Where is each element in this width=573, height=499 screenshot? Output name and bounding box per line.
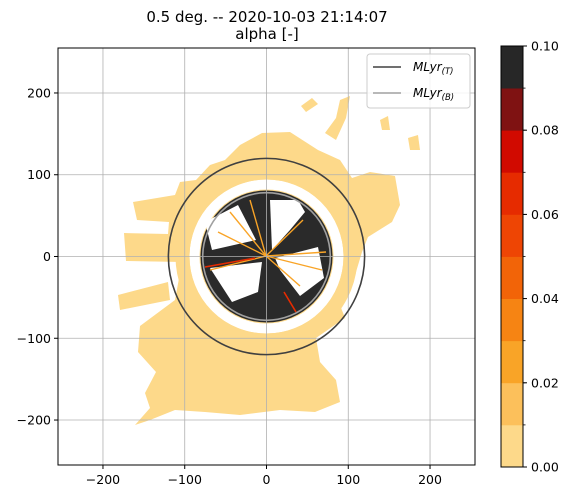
y-tick-label: 0 — [43, 249, 51, 264]
core-gap-ne — [270, 200, 305, 250]
colorbar-bin — [501, 130, 523, 173]
colorbar-bin — [501, 424, 523, 468]
field-mid-alpha-streaks — [209, 199, 327, 287]
chart-subtitle: alpha [-] — [235, 25, 299, 43]
colorbar-tick-label: 0.06 — [531, 207, 559, 222]
chart-title: 0.5 deg. -- 2020-10-03 21:14:07 — [146, 8, 388, 26]
colorbar-tick-label: 0.08 — [531, 123, 559, 138]
ring-MLyr_bottom — [201, 191, 332, 322]
colorbar-tick-label: 0.02 — [531, 375, 559, 390]
field-low-alpha-north — [301, 98, 318, 112]
field-low-alpha-north-east-2 — [380, 116, 390, 130]
y-axis: 200 100 0 −100 −200 — [17, 85, 58, 428]
y-tick-label: 200 — [27, 85, 51, 100]
core-gap-sw — [210, 262, 262, 302]
colorbar-tick-label: 0.00 — [531, 460, 559, 475]
legend-label-MLyr_bottom: MLyr(B) — [413, 86, 454, 103]
colorbar: 0.00 0.02 0.04 0.06 0.08 0.10 — [500, 39, 559, 475]
colorbar-tick-label: 0.10 — [531, 39, 559, 54]
x-tick-label: −100 — [168, 472, 202, 487]
x-tick-label: 200 — [418, 472, 442, 487]
x-axis: −200 −100 0 100 200 — [86, 465, 442, 487]
colorbar-bin — [501, 88, 523, 131]
field-low-alpha-west-band — [118, 282, 170, 310]
core-gap-e — [275, 247, 324, 296]
field-low-alpha-ne-streak — [408, 135, 420, 150]
legend: MLyr(T) MLyr(B) — [366, 53, 471, 109]
field-red-streak-2 — [283, 291, 297, 313]
colorbar-bin — [501, 298, 523, 342]
y-tick-label: −200 — [17, 413, 51, 428]
y-tick-label: −100 — [17, 331, 51, 346]
field-red-streak — [204, 257, 256, 268]
x-tick-label: 0 — [263, 472, 271, 487]
colorbar-bin — [501, 340, 523, 384]
grid-lines — [58, 48, 475, 465]
colorbar-bin — [501, 214, 523, 257]
colorbar-bin — [501, 172, 523, 215]
x-tick-label: −200 — [86, 472, 120, 487]
ring-MLyr_top — [167, 157, 366, 356]
x-tick-label: 100 — [336, 472, 360, 487]
colorbar-bin — [501, 46, 523, 89]
y-tick-label: 100 — [27, 167, 51, 182]
colorbar-tick-label: 0.04 — [531, 291, 559, 306]
legend-label-MLyr_top: MLyr(T) — [413, 60, 453, 77]
melting-layer-rings — [167, 157, 366, 356]
field-low-alpha-northeast — [325, 96, 350, 140]
colorbar-bin — [501, 382, 523, 426]
colorbar-bin — [501, 256, 523, 299]
